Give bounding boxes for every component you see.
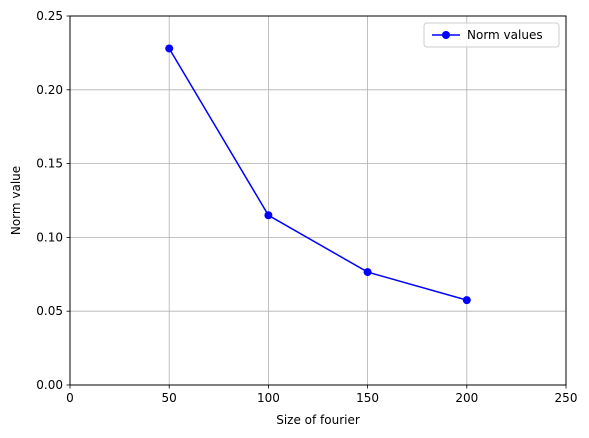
y-tick-label: 0.10 bbox=[36, 230, 63, 244]
y-axis: 0.00 0.05 0.10 0.15 0.20 0.25 bbox=[36, 9, 70, 392]
x-axis-label: Size of fourier bbox=[276, 413, 360, 427]
data-point bbox=[363, 268, 372, 277]
x-tick-label: 50 bbox=[162, 391, 177, 405]
y-axis-label: Norm value bbox=[9, 166, 23, 235]
data-point bbox=[165, 44, 174, 53]
legend: Norm values bbox=[423, 22, 560, 48]
x-tick-label: 250 bbox=[555, 391, 578, 405]
x-tick-label: 200 bbox=[455, 391, 478, 405]
x-axis: 0 50 100 150 200 250 bbox=[66, 385, 577, 405]
grid bbox=[69, 15, 567, 386]
x-tick-label: 0 bbox=[66, 391, 74, 405]
x-tick-label: 150 bbox=[356, 391, 379, 405]
plot-frame bbox=[69, 15, 567, 386]
legend-entry-label: Norm values bbox=[467, 28, 543, 42]
x-tick-label: 100 bbox=[257, 391, 280, 405]
y-tick-label: 0.05 bbox=[36, 304, 63, 318]
y-tick-label: 0.00 bbox=[36, 378, 63, 392]
y-tick-label: 0.25 bbox=[36, 9, 63, 23]
y-tick-label: 0.15 bbox=[36, 157, 63, 171]
legend-box bbox=[423, 22, 560, 48]
series-layer bbox=[165, 44, 471, 305]
series-line bbox=[168, 48, 468, 301]
data-point bbox=[462, 296, 471, 305]
legend-swatch-marker bbox=[442, 31, 450, 39]
y-tick-label: 0.20 bbox=[36, 83, 63, 97]
data-point bbox=[264, 211, 273, 220]
